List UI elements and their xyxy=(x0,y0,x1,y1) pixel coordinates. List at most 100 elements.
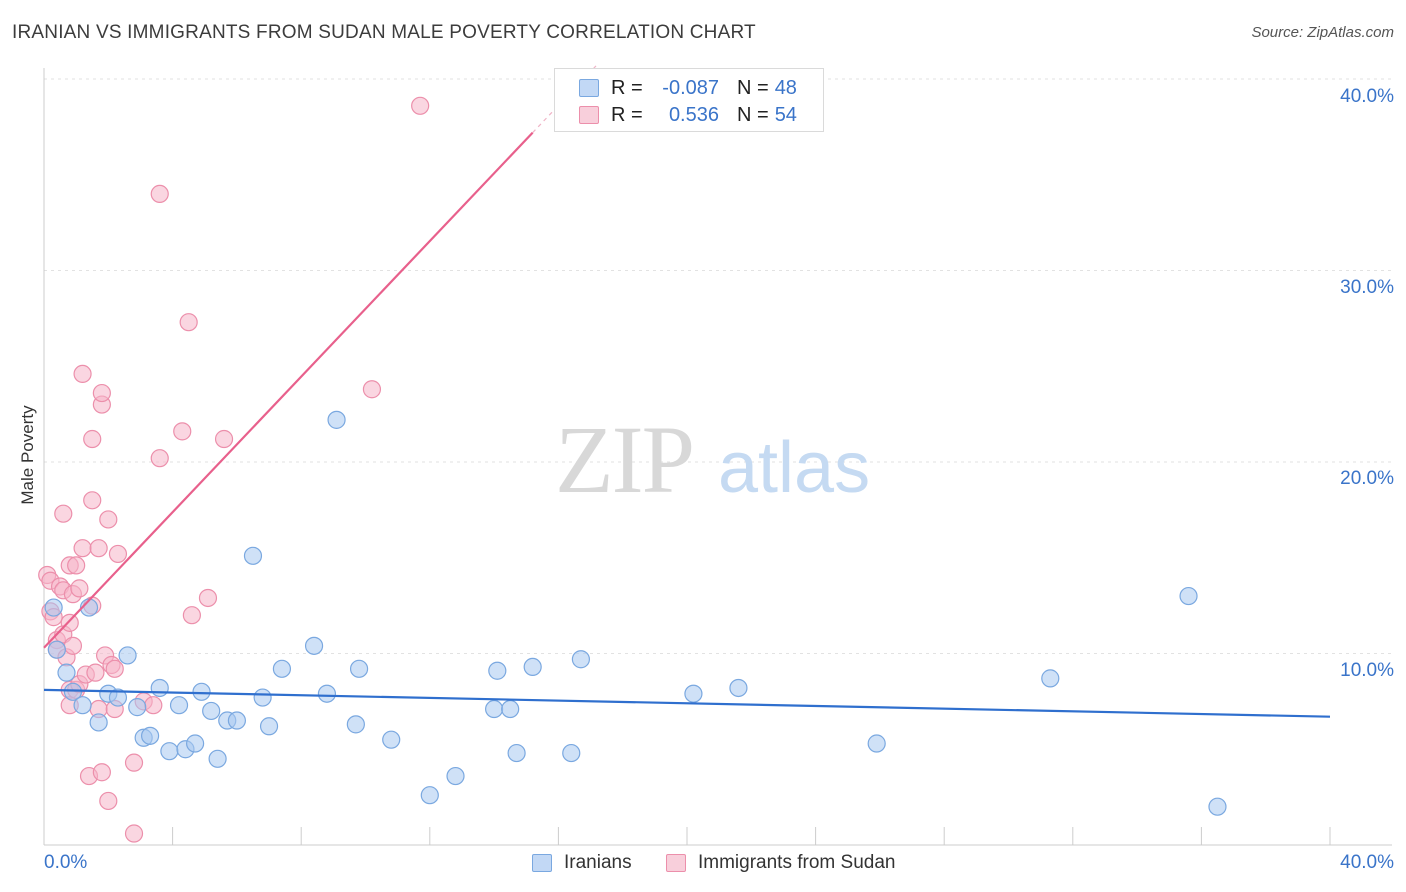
iranian-point xyxy=(349,659,369,678)
legend-row-sudan: R = 0.536 N = 54 xyxy=(579,103,797,127)
legend-n-label: N = xyxy=(737,76,769,99)
sudan-point xyxy=(86,663,105,682)
iranian-point xyxy=(118,646,137,665)
iranian-point xyxy=(488,661,507,680)
watermark-zip: ZIP xyxy=(555,406,693,513)
sudan-point xyxy=(67,556,86,575)
chart-title: IRANIAN VS IMMIGRANTS FROM SUDAN MALE PO… xyxy=(12,22,756,43)
sudan-point xyxy=(362,380,382,399)
iranian-point xyxy=(89,713,108,732)
iranian-point xyxy=(304,636,324,655)
sudan-point xyxy=(92,383,111,403)
iranian-point xyxy=(186,734,205,753)
iranian-point xyxy=(63,682,83,701)
legend-swatch-iranians xyxy=(579,79,599,97)
sudan-point xyxy=(54,504,73,523)
iranian-point xyxy=(501,699,520,719)
iranian-point xyxy=(562,743,581,763)
iranian-point xyxy=(44,598,63,617)
gridlines xyxy=(44,78,1392,654)
y-tick-40: 40.0% xyxy=(1340,86,1394,107)
x-tick-40: 40.0% xyxy=(1340,852,1394,873)
iranian-point xyxy=(259,717,279,736)
legend-row-iranians: R = -0.087 N = 48 xyxy=(579,76,797,100)
iranian-point xyxy=(243,546,263,565)
legend-r-value: 0.536 xyxy=(668,103,719,126)
iranian-point xyxy=(128,698,147,717)
bottom-legend-iranians: Iranians xyxy=(532,852,632,874)
legend-r-label: R = xyxy=(611,76,643,99)
y-tick-20: 20.0% xyxy=(1340,468,1394,489)
iranian-point xyxy=(327,410,346,429)
axes xyxy=(43,68,1392,846)
y-axis-label: Male Poverty xyxy=(18,405,37,505)
iranian-point xyxy=(420,786,439,805)
legend-r-label: R = xyxy=(611,103,643,126)
iranian-point xyxy=(108,688,128,707)
iranian-point xyxy=(57,663,76,682)
legend-n-label: N = xyxy=(737,103,769,126)
series-iranians-points xyxy=(44,410,1227,816)
bottom-legend-label-iranians: Iranians xyxy=(564,852,632,873)
iranian-point xyxy=(446,766,465,786)
sudan-point xyxy=(150,449,169,468)
y-tick-30: 30.0% xyxy=(1340,277,1394,298)
iranian-point xyxy=(272,659,292,678)
sudan-point xyxy=(89,539,108,558)
iranian-point xyxy=(1179,586,1198,606)
iranian-point xyxy=(523,657,542,677)
legend-n-value: 54 xyxy=(774,103,797,126)
watermark: ZIP atlas xyxy=(555,406,870,513)
bottom-legend-swatch-iranians xyxy=(532,854,552,872)
iranian-point xyxy=(317,684,337,703)
iranian-point xyxy=(382,730,401,749)
x-tick-0: 0.0% xyxy=(44,852,88,873)
sudan-point xyxy=(124,824,144,843)
bottom-legend: Iranians Immigrants from Sudan xyxy=(0,852,1406,876)
bottom-legend-swatch-sudan xyxy=(666,854,686,872)
trend-line-iranians xyxy=(43,688,1331,718)
sudan-point xyxy=(214,429,234,449)
iranian-point xyxy=(684,684,703,703)
sudan-point xyxy=(182,606,201,625)
sudan-point xyxy=(144,696,163,715)
iranian-point xyxy=(507,743,526,763)
sudan-point xyxy=(60,613,79,632)
iranian-point xyxy=(227,711,246,730)
iranian-point xyxy=(150,678,169,698)
sudan-point xyxy=(63,636,83,655)
trend-lines xyxy=(43,64,1331,718)
sudan-point xyxy=(124,753,144,772)
sudan-point xyxy=(70,579,89,598)
sudan-point xyxy=(150,184,169,203)
legend-swatch-sudan xyxy=(579,106,599,124)
sudan-point xyxy=(173,422,192,441)
sudan-point xyxy=(99,510,118,529)
iranian-point xyxy=(1041,669,1060,688)
iranian-point xyxy=(202,701,221,721)
chart-source: Source: ZipAtlas.com xyxy=(1251,24,1394,41)
trend-line-sudan xyxy=(43,131,534,649)
bottom-legend-sudan: Immigrants from Sudan xyxy=(666,852,895,874)
iranian-point xyxy=(47,640,66,659)
sudan-point xyxy=(108,544,128,564)
legend: R = -0.087 N = 48 R = 0.536 N = 54 xyxy=(554,68,824,132)
iranian-point xyxy=(208,749,227,768)
iranian-point xyxy=(73,696,92,715)
iranian-point xyxy=(571,650,591,669)
iranian-point xyxy=(729,678,748,698)
sudan-point xyxy=(83,491,102,510)
iranian-point xyxy=(253,688,272,707)
iranian-point xyxy=(192,682,211,701)
iranian-point xyxy=(140,726,160,745)
sudan-point xyxy=(73,539,92,558)
sudan-point xyxy=(411,96,430,115)
sudan-point xyxy=(105,659,124,678)
sudan-point xyxy=(83,429,102,449)
iranian-point xyxy=(867,734,886,753)
iranian-point xyxy=(346,715,365,734)
y-tick-10: 10.0% xyxy=(1340,660,1394,681)
iranian-point xyxy=(485,699,504,719)
sudan-point xyxy=(198,588,218,608)
